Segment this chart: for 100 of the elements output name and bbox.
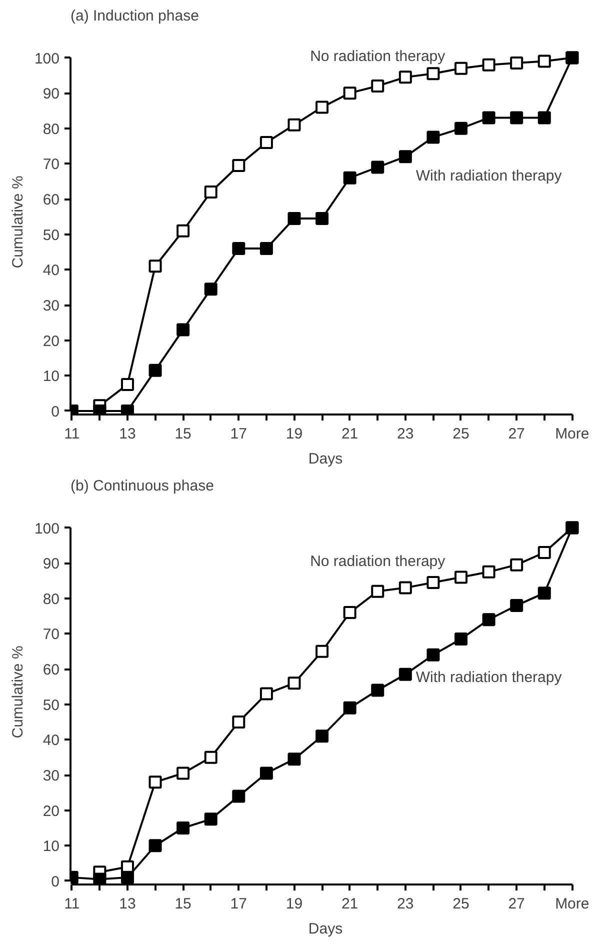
point: [316, 730, 329, 743]
x-tick-label: 19: [286, 896, 303, 912]
point: [316, 100, 329, 114]
y-tick-label: 50: [42, 226, 60, 244]
point: [426, 130, 440, 144]
y-tick-label: 0: [51, 403, 60, 420]
y-tick-label: 60: [42, 192, 60, 209]
y-tick-label: 50: [42, 696, 60, 714]
point: [232, 242, 246, 255]
point: [398, 70, 412, 84]
point: [426, 648, 440, 662]
point: [426, 67, 440, 80]
y-tick-label: 20: [42, 802, 60, 820]
point: [482, 613, 496, 626]
x-tick-label: 23: [397, 426, 414, 442]
point: [288, 212, 301, 225]
point: [148, 776, 162, 789]
y-tick-label: 40: [42, 262, 60, 280]
point: [371, 160, 384, 174]
y-tick-label: 70: [42, 626, 60, 644]
point: [204, 282, 218, 296]
y-tick-label: 100: [34, 520, 60, 538]
point: [288, 752, 301, 766]
y-tick-label: 100: [34, 50, 60, 68]
point: [260, 136, 273, 150]
point: [510, 111, 524, 124]
point: [204, 750, 218, 764]
y-tick-label: 10: [42, 838, 60, 856]
point: [148, 364, 162, 377]
point: [260, 766, 273, 780]
point: [93, 872, 106, 884]
point: [538, 546, 551, 559]
point: [482, 565, 496, 578]
x-tick-label: 15: [174, 426, 192, 442]
x-tick-label: 25: [452, 896, 470, 912]
x-axis-title: Days: [308, 920, 343, 938]
point: [371, 584, 384, 598]
point: [510, 56, 524, 70]
point: [288, 118, 301, 132]
point: [316, 212, 329, 225]
point: [454, 632, 468, 646]
x-tick-label: 27: [508, 896, 525, 912]
y-tick-label: 10: [42, 368, 60, 386]
x-tick-label: 15: [174, 896, 192, 912]
series-label: With radiation therapy: [416, 167, 562, 184]
x-tick-label: 21: [341, 896, 358, 912]
point: [538, 54, 551, 68]
point: [176, 766, 190, 780]
series-label: No radiation therapy: [310, 553, 446, 570]
point: [232, 158, 246, 172]
x-tick-label: 27: [508, 426, 525, 442]
x-axis-title: Days: [308, 450, 343, 468]
point: [454, 122, 468, 135]
y-tick-label: 90: [42, 556, 60, 573]
point: [176, 821, 190, 834]
x-tick-label: 13: [119, 426, 136, 442]
point: [176, 323, 190, 336]
x-tick-label: 11: [64, 426, 80, 442]
point: [148, 260, 162, 273]
point: [510, 598, 524, 612]
point: [343, 606, 356, 620]
x-tick-label: More: [555, 896, 590, 912]
point: [316, 644, 329, 658]
x-tick-label: 13: [119, 896, 136, 912]
chart-title: (b) Continuous phase: [70, 478, 214, 494]
point: [148, 839, 162, 852]
x-tick-label: 21: [341, 426, 358, 442]
x-tick-label: 25: [452, 426, 470, 442]
point: [454, 62, 468, 75]
point: [120, 404, 134, 414]
y-tick-label: 80: [42, 590, 60, 608]
point: [371, 80, 384, 93]
point: [510, 558, 524, 572]
x-tick-label: More: [555, 426, 590, 442]
point: [482, 111, 496, 124]
x-tick-label: 23: [397, 896, 414, 912]
point: [482, 58, 496, 72]
y-tick-label: 0: [51, 873, 60, 890]
point: [371, 684, 384, 697]
point: [343, 701, 356, 714]
point: [204, 812, 218, 826]
point: [260, 242, 273, 255]
y-tick-label: 80: [42, 120, 60, 138]
y-tick-label: 30: [42, 298, 60, 315]
point: [398, 668, 412, 681]
point: [288, 676, 301, 690]
y-tick-label: 30: [42, 768, 60, 785]
point: [232, 790, 246, 803]
series-label: With radiation therapy: [416, 669, 562, 686]
point: [538, 586, 551, 600]
point: [398, 581, 412, 594]
y-tick-label: 40: [42, 732, 60, 750]
series-label: No radiation therapy: [310, 48, 446, 65]
point: [120, 870, 134, 884]
point: [398, 150, 412, 164]
point: [260, 687, 273, 700]
y-tick-label: 90: [42, 86, 60, 103]
point: [343, 171, 356, 184]
y-tick-label: 20: [42, 332, 60, 350]
point: [204, 185, 218, 198]
